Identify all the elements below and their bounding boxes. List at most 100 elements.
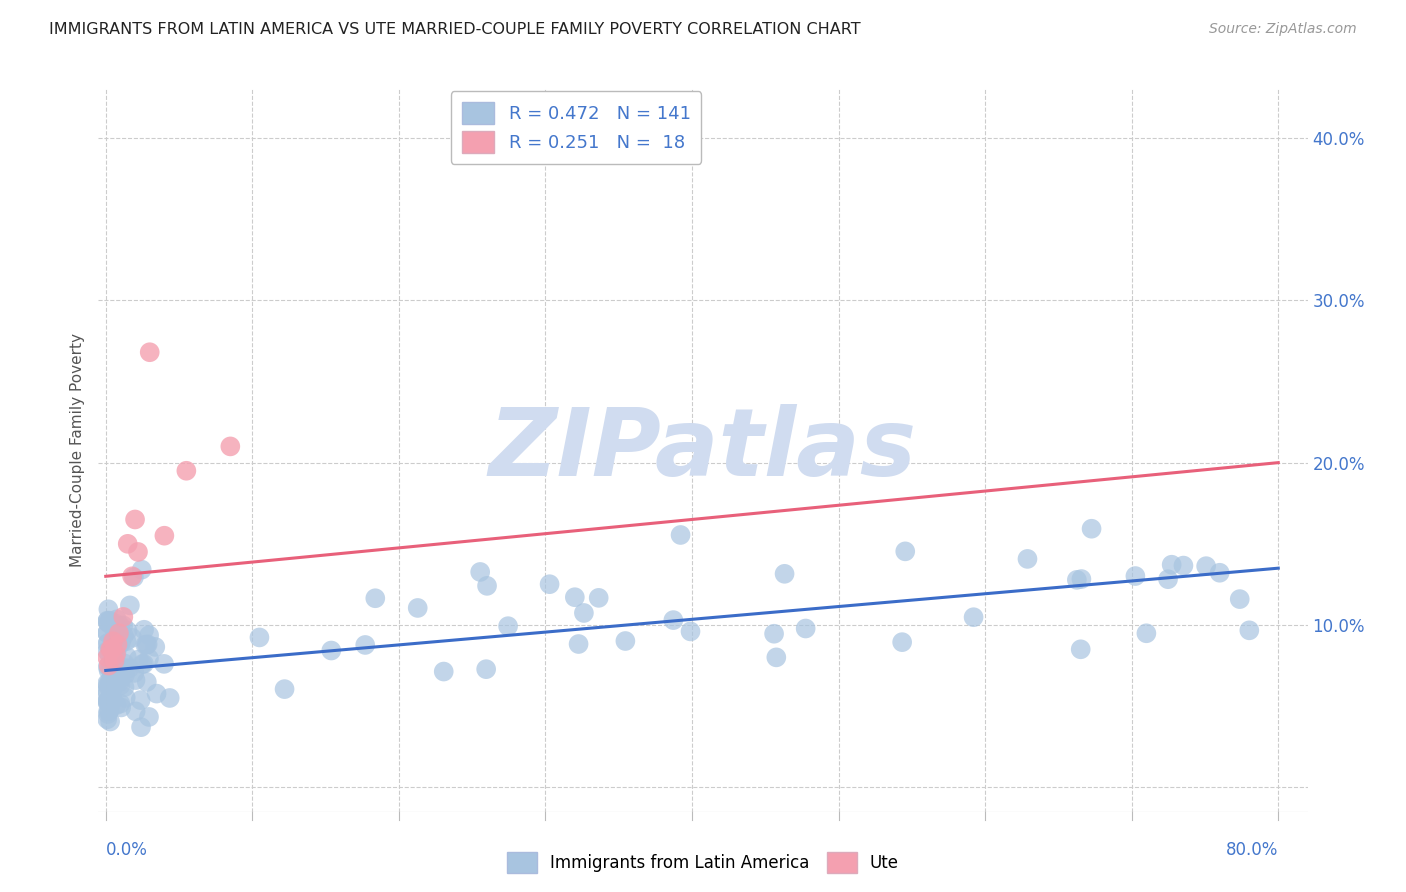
Point — [124, 665, 146, 680]
Text: Source: ZipAtlas.com: Source: ZipAtlas.com — [1209, 22, 1357, 37]
Point — [153, 657, 176, 671]
Point — [111, 660, 134, 674]
Point — [103, 632, 125, 646]
Point — [105, 657, 128, 671]
Point — [470, 565, 492, 579]
Point — [98, 714, 121, 729]
Point — [129, 693, 152, 707]
Point — [100, 660, 122, 674]
Point — [118, 599, 141, 613]
Point — [96, 676, 118, 690]
Point — [143, 640, 166, 654]
Point — [103, 635, 125, 649]
Point — [98, 648, 121, 662]
Point — [103, 620, 125, 634]
Point — [97, 706, 120, 721]
Point — [110, 619, 132, 633]
Point — [132, 623, 155, 637]
Point — [103, 654, 125, 668]
Point — [135, 638, 157, 652]
Point — [773, 566, 796, 581]
Text: ZIPatlas: ZIPatlas — [489, 404, 917, 497]
Point — [1066, 573, 1088, 587]
Point — [124, 673, 146, 687]
Point — [1080, 522, 1102, 536]
Point — [114, 680, 136, 694]
Point — [1208, 566, 1230, 580]
Legend: R = 0.472   N = 141, R = 0.251   N =  18: R = 0.472 N = 141, R = 0.251 N = 18 — [451, 91, 702, 164]
Point — [98, 704, 121, 718]
Point — [96, 712, 118, 726]
Point — [112, 629, 135, 643]
Point — [122, 570, 145, 584]
Point — [103, 644, 125, 658]
Point — [568, 637, 591, 651]
Point — [117, 537, 139, 551]
Point — [538, 577, 561, 591]
Point — [588, 591, 610, 605]
Point — [98, 690, 121, 705]
Point — [110, 678, 132, 692]
Point — [105, 612, 128, 626]
Point — [273, 682, 295, 697]
Point — [354, 638, 377, 652]
Point — [107, 670, 129, 684]
Point — [496, 619, 519, 633]
Point — [105, 698, 128, 712]
Point — [679, 624, 702, 639]
Point — [433, 665, 456, 679]
Point — [108, 672, 131, 686]
Point — [110, 634, 132, 648]
Point — [110, 624, 132, 639]
Point — [564, 591, 586, 605]
Point — [159, 690, 181, 705]
Point — [614, 634, 637, 648]
Point — [100, 617, 122, 632]
Point — [97, 615, 120, 630]
Point — [249, 631, 271, 645]
Point — [97, 664, 120, 678]
Point — [110, 636, 132, 650]
Point — [132, 657, 155, 671]
Point — [97, 658, 120, 673]
Point — [153, 529, 176, 543]
Point — [662, 613, 685, 627]
Point — [1229, 592, 1251, 607]
Point — [110, 671, 132, 685]
Point — [98, 642, 121, 657]
Point — [138, 628, 160, 642]
Point — [115, 634, 138, 648]
Point — [145, 687, 167, 701]
Point — [115, 649, 138, 664]
Point — [121, 569, 143, 583]
Point — [108, 626, 131, 640]
Point — [1017, 552, 1039, 566]
Point — [105, 647, 128, 661]
Point — [97, 704, 120, 718]
Point — [1239, 624, 1261, 638]
Point — [112, 618, 135, 632]
Point — [127, 545, 149, 559]
Point — [105, 640, 128, 654]
Point — [1135, 626, 1157, 640]
Point — [114, 690, 136, 705]
Y-axis label: Married-Couple Family Poverty: Married-Couple Family Poverty — [70, 334, 86, 567]
Point — [176, 464, 198, 478]
Point — [110, 627, 132, 641]
Point — [101, 691, 124, 706]
Point — [98, 614, 121, 628]
Point — [96, 684, 118, 698]
Text: 0.0%: 0.0% — [105, 841, 148, 859]
Point — [669, 528, 692, 542]
Point — [475, 662, 498, 676]
Point — [97, 679, 120, 693]
Point — [135, 675, 157, 690]
Point — [110, 637, 132, 651]
Point — [97, 602, 120, 616]
Point — [110, 664, 132, 678]
Point — [136, 637, 159, 651]
Point — [105, 645, 128, 659]
Point — [101, 681, 124, 695]
Point — [124, 704, 146, 718]
Point — [1173, 558, 1195, 573]
